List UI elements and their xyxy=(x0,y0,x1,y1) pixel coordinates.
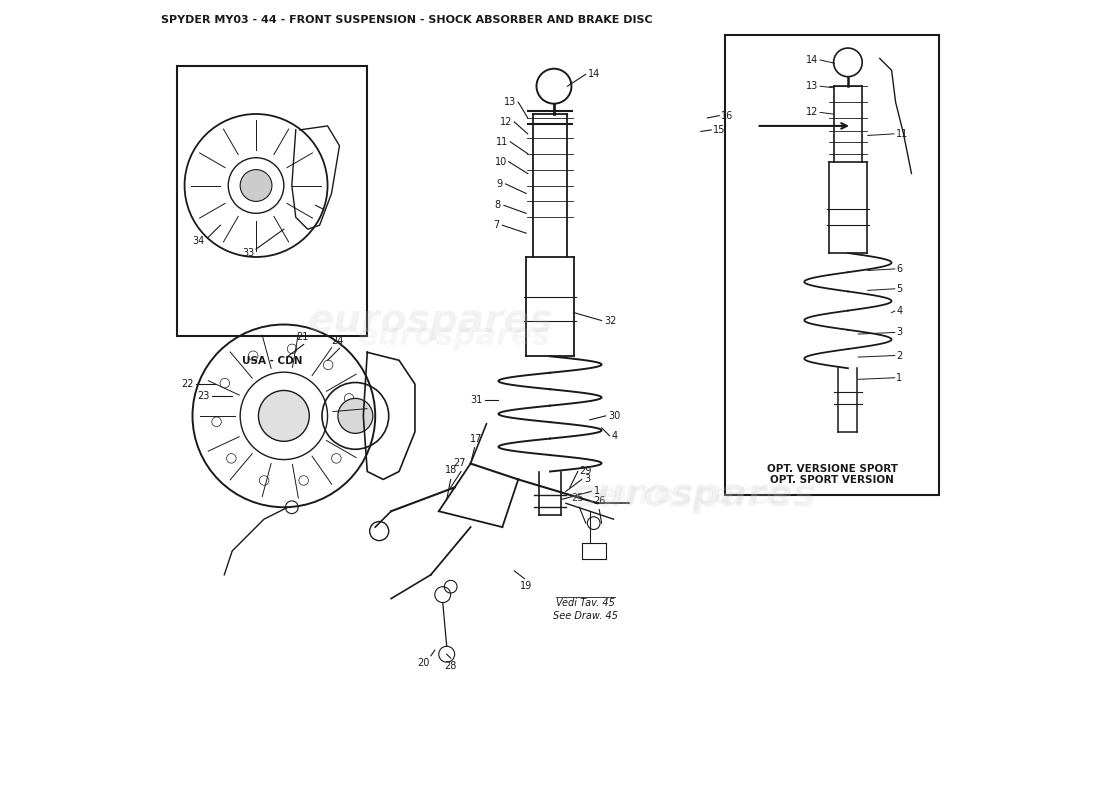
Circle shape xyxy=(323,360,333,370)
Text: 12: 12 xyxy=(500,117,513,127)
Text: 32: 32 xyxy=(604,315,616,326)
Text: 15: 15 xyxy=(713,125,725,135)
Circle shape xyxy=(287,344,297,354)
Text: 14: 14 xyxy=(588,70,601,79)
Text: 9: 9 xyxy=(496,179,503,189)
Text: 34: 34 xyxy=(192,236,205,246)
Text: 3: 3 xyxy=(584,474,591,485)
Text: 26: 26 xyxy=(593,497,605,506)
Text: 1: 1 xyxy=(594,486,600,496)
Text: 16: 16 xyxy=(720,110,733,121)
Text: 30: 30 xyxy=(608,411,620,421)
Text: Vedi Tav. 45: Vedi Tav. 45 xyxy=(557,598,615,607)
FancyBboxPatch shape xyxy=(725,34,939,495)
Text: 25: 25 xyxy=(572,494,584,503)
Text: 33: 33 xyxy=(242,248,254,258)
Circle shape xyxy=(344,394,354,403)
Text: 14: 14 xyxy=(806,55,818,65)
Text: 13: 13 xyxy=(505,97,517,107)
Text: 4: 4 xyxy=(612,430,618,441)
Circle shape xyxy=(331,454,341,463)
Circle shape xyxy=(338,398,373,434)
Text: 17: 17 xyxy=(470,434,482,444)
Circle shape xyxy=(227,454,236,463)
Text: SPYDER MY03 - 44 - FRONT SUSPENSION - SHOCK ABSORBER AND BRAKE DISC: SPYDER MY03 - 44 - FRONT SUSPENSION - SH… xyxy=(161,14,652,25)
Text: 10: 10 xyxy=(495,157,507,166)
Text: 19: 19 xyxy=(520,581,532,591)
Text: 11: 11 xyxy=(895,129,908,139)
Text: 13: 13 xyxy=(806,81,818,91)
Circle shape xyxy=(299,476,308,486)
Text: 28: 28 xyxy=(444,661,456,670)
Text: See Draw. 45: See Draw. 45 xyxy=(553,611,618,621)
Text: USA - CDN: USA - CDN xyxy=(242,356,302,366)
Circle shape xyxy=(260,476,268,486)
Text: 22: 22 xyxy=(182,379,194,389)
Text: 12: 12 xyxy=(806,107,818,118)
Text: eurospares: eurospares xyxy=(596,481,790,510)
Text: OPT. VERSIONE SPORT: OPT. VERSIONE SPORT xyxy=(767,463,898,474)
Circle shape xyxy=(258,390,309,442)
Text: 27: 27 xyxy=(453,458,465,467)
Circle shape xyxy=(212,417,221,426)
Text: eurospares: eurospares xyxy=(308,302,553,339)
Text: 29: 29 xyxy=(580,466,592,477)
Text: 11: 11 xyxy=(496,137,508,147)
Text: 2: 2 xyxy=(896,350,903,361)
Text: 31: 31 xyxy=(470,395,483,405)
Text: 1: 1 xyxy=(896,373,902,382)
Circle shape xyxy=(249,351,258,361)
Text: 7: 7 xyxy=(493,220,499,230)
Circle shape xyxy=(220,378,230,388)
Text: OPT. SPORT VERSION: OPT. SPORT VERSION xyxy=(770,475,894,486)
Text: 6: 6 xyxy=(896,264,902,274)
Text: 24: 24 xyxy=(332,336,344,346)
Text: 3: 3 xyxy=(896,327,902,338)
Circle shape xyxy=(240,170,272,202)
Text: eurospares: eurospares xyxy=(570,476,816,514)
Text: eurospares: eurospares xyxy=(359,322,551,351)
Text: 4: 4 xyxy=(896,306,902,316)
Text: 8: 8 xyxy=(495,200,500,210)
Text: 21: 21 xyxy=(296,332,308,342)
Text: 23: 23 xyxy=(198,391,210,401)
Text: 20: 20 xyxy=(417,658,429,668)
FancyBboxPatch shape xyxy=(177,66,367,337)
Text: 5: 5 xyxy=(896,284,903,294)
Text: 18: 18 xyxy=(444,466,456,475)
